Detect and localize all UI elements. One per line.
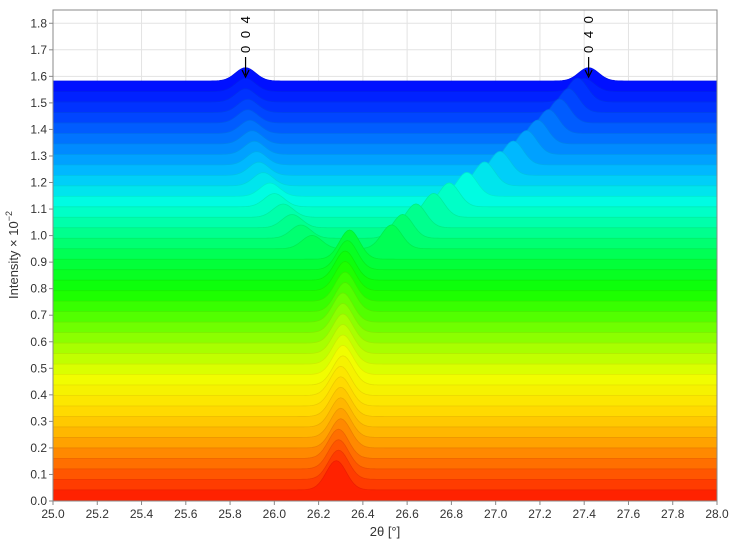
y-tick-label: 0.2 bbox=[30, 441, 47, 455]
x-tick-label: 27.4 bbox=[573, 507, 597, 521]
y-tick-label: 0.1 bbox=[30, 467, 47, 481]
peak-annotations: 0 0 4 0 4 0 bbox=[238, 14, 596, 79]
x-tick-label: 25.8 bbox=[218, 507, 242, 521]
y-tick-label: 0.9 bbox=[30, 255, 47, 269]
y-tick-label: 1.5 bbox=[30, 96, 47, 110]
x-tick-label: 25.0 bbox=[41, 507, 65, 521]
x-tick-label: 28.0 bbox=[705, 507, 729, 521]
y-tick-label: 0.3 bbox=[30, 414, 47, 428]
x-tick-label: 26.4 bbox=[351, 507, 375, 521]
y-tick-label: 0.8 bbox=[30, 282, 47, 296]
y-tick-label: 1.8 bbox=[30, 16, 47, 30]
x-tick-label: 25.2 bbox=[86, 507, 110, 521]
x-tick-label: 26.6 bbox=[395, 507, 419, 521]
x-axis-title: 2θ [°] bbox=[370, 524, 401, 539]
x-tick-label: 25.4 bbox=[130, 507, 154, 521]
trace-2 bbox=[53, 449, 717, 501]
x-tick-label: 27.2 bbox=[528, 507, 552, 521]
y-tick-label: 1.1 bbox=[30, 202, 47, 216]
x-tick-label: 25.6 bbox=[174, 507, 198, 521]
y-tick-label: 0.0 bbox=[30, 494, 47, 508]
annotation-label-2: 0 4 0 bbox=[581, 14, 596, 53]
y-tick-label: 1.0 bbox=[30, 229, 47, 243]
x-tick-label: 27.6 bbox=[617, 507, 641, 521]
y-axis-title-main: Intensity × 10 bbox=[6, 221, 21, 299]
plot-frame bbox=[52, 9, 718, 502]
y-tick-label: 1.2 bbox=[30, 176, 47, 190]
x-tick-label: 27.8 bbox=[661, 507, 685, 521]
y-tick-label: 1.7 bbox=[30, 43, 47, 57]
y-axis-title: Intensity × 10−2 bbox=[4, 211, 21, 299]
x-tick-label: 26.0 bbox=[263, 507, 287, 521]
annotation-arrowhead-2 bbox=[584, 69, 593, 79]
x-axis: 25.0 25.2 25.4 25.6 25.8 26.0 26.2 26.4 26.6 26.8… bbox=[41, 501, 729, 521]
annotation-label-1: 0 0 4 bbox=[238, 14, 253, 53]
plot-area bbox=[53, 67, 717, 501]
y-axis-title-exponent: −2 bbox=[4, 211, 14, 221]
y-tick-label: 0.7 bbox=[30, 308, 47, 322]
annotation-arrowhead-1 bbox=[241, 69, 250, 79]
y-tick-label: 1.3 bbox=[30, 149, 47, 163]
y-tick-label: 0.4 bbox=[30, 388, 47, 402]
trace-1 bbox=[53, 460, 717, 501]
y-tick-label: 1.6 bbox=[30, 69, 47, 83]
x-tick-label: 26.2 bbox=[307, 507, 331, 521]
x-tick-label: 27.0 bbox=[484, 507, 508, 521]
y-tick-label: 0.5 bbox=[30, 361, 47, 375]
y-tick-label: 0.6 bbox=[30, 335, 47, 349]
y-axis: 0.0 0.1 0.2 0.3 0.4 0.5 0.6 0.7 0.8 0.9 1.0 1.1 1.2 1… bbox=[30, 16, 53, 508]
y-tick-label: 1.4 bbox=[30, 122, 47, 136]
x-tick-label: 26.8 bbox=[440, 507, 464, 521]
